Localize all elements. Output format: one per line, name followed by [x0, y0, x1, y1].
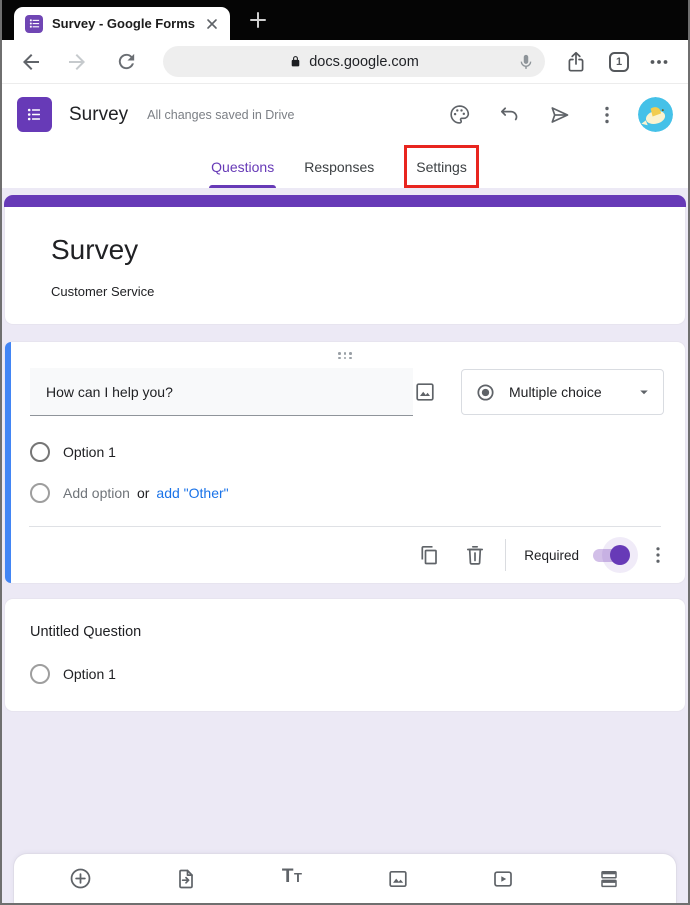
question-title: Untitled Question	[30, 624, 142, 640]
form-nav-tabs: Questions Responses Settings	[2, 145, 688, 188]
add-other-link[interactable]: add "Other"	[156, 485, 229, 501]
google-forms-logo-icon[interactable]	[17, 97, 52, 132]
card-divider	[29, 526, 661, 527]
multiple-choice-radio-icon	[475, 382, 496, 403]
share-button[interactable]	[564, 50, 588, 74]
form-editor-content: Survey Customer Service How can I help y…	[2, 188, 688, 903]
tt-large: T	[281, 865, 294, 887]
browser-tab-bar: Survey - Google Forms	[2, 0, 688, 40]
save-status: All changes saved in Drive	[147, 107, 295, 122]
chevron-down-icon	[635, 383, 653, 401]
browser-tab[interactable]: Survey - Google Forms	[14, 7, 230, 40]
form-theme-banner	[4, 195, 686, 207]
tab-responses[interactable]: Responses	[304, 158, 375, 175]
lock-icon	[289, 55, 302, 68]
send-button[interactable]	[548, 103, 572, 127]
form-title-text[interactable]: Survey	[51, 234, 139, 265]
option-label: Option 1	[63, 666, 116, 682]
tab-questions[interactable]: Questions	[209, 145, 277, 188]
theme-palette-button[interactable]	[448, 103, 472, 127]
question-card-selected[interactable]: How can I help you? Multiple choice Opti…	[4, 341, 686, 584]
undo-button[interactable]	[498, 103, 522, 127]
footer-divider	[505, 539, 507, 571]
tab-counter-button[interactable]: 1	[609, 51, 629, 72]
add-question-icon[interactable]	[68, 866, 94, 892]
duplicate-icon[interactable]	[417, 543, 441, 567]
tab-title: Survey - Google Forms	[52, 16, 195, 31]
option-label[interactable]: Option 1	[63, 444, 116, 460]
option-row: Option 1	[30, 442, 660, 462]
question-more-menu-button[interactable]	[646, 543, 670, 567]
browser-toolbar: docs.google.com 1	[2, 40, 688, 84]
radio-circle-icon	[30, 442, 50, 462]
forward-button[interactable]	[65, 50, 89, 74]
import-questions-icon[interactable]	[173, 866, 199, 892]
account-avatar[interactable]	[638, 97, 673, 132]
option-row: Option 1	[30, 664, 660, 684]
document-title[interactable]: Survey	[69, 103, 129, 125]
add-image-toolbar-icon[interactable]	[385, 866, 411, 892]
new-tab-button[interactable]	[246, 8, 270, 32]
mic-icon[interactable]	[517, 53, 535, 71]
add-video-icon[interactable]	[490, 866, 516, 892]
required-toggle[interactable]	[593, 545, 630, 565]
tab-close-icon[interactable]	[204, 16, 220, 32]
question-card[interactable]: Untitled Question Option 1	[4, 598, 686, 712]
form-title-card[interactable]: Survey Customer Service	[4, 207, 686, 325]
url-text: docs.google.com	[309, 53, 419, 70]
tt-small: T	[293, 869, 303, 885]
required-label: Required	[524, 547, 579, 563]
reload-button[interactable]	[115, 50, 139, 74]
question-title-row: How can I help you? Multiple choice	[5, 364, 685, 416]
form-description-text[interactable]: Customer Service	[51, 284, 155, 299]
google-forms-favicon-icon	[25, 14, 43, 33]
add-option-button[interactable]: Add option	[63, 485, 130, 501]
tab-settings[interactable]: Settings	[404, 145, 479, 188]
drag-handle-icon[interactable]	[337, 351, 354, 360]
question-type-label: Multiple choice	[509, 384, 602, 400]
forms-header: Survey All changes saved in Drive	[2, 84, 688, 145]
address-bar[interactable]: docs.google.com	[163, 46, 545, 77]
radio-circle-icon	[30, 483, 50, 503]
add-option-row: Add option or add "Other"	[30, 483, 660, 503]
add-image-icon[interactable]	[413, 380, 437, 404]
question-type-dropdown[interactable]: Multiple choice	[461, 369, 664, 415]
tab-count: 1	[615, 55, 623, 68]
question-title-input[interactable]: How can I help you?	[30, 368, 413, 416]
radio-circle-icon	[30, 664, 50, 684]
browser-menu-button[interactable]	[647, 50, 671, 74]
delete-icon[interactable]	[463, 543, 487, 567]
or-text: or	[136, 485, 150, 501]
back-button[interactable]	[19, 50, 43, 74]
header-more-menu-button[interactable]	[595, 103, 619, 127]
question-footer-toolbar: Required	[5, 527, 685, 583]
add-section-icon[interactable]	[596, 866, 622, 892]
